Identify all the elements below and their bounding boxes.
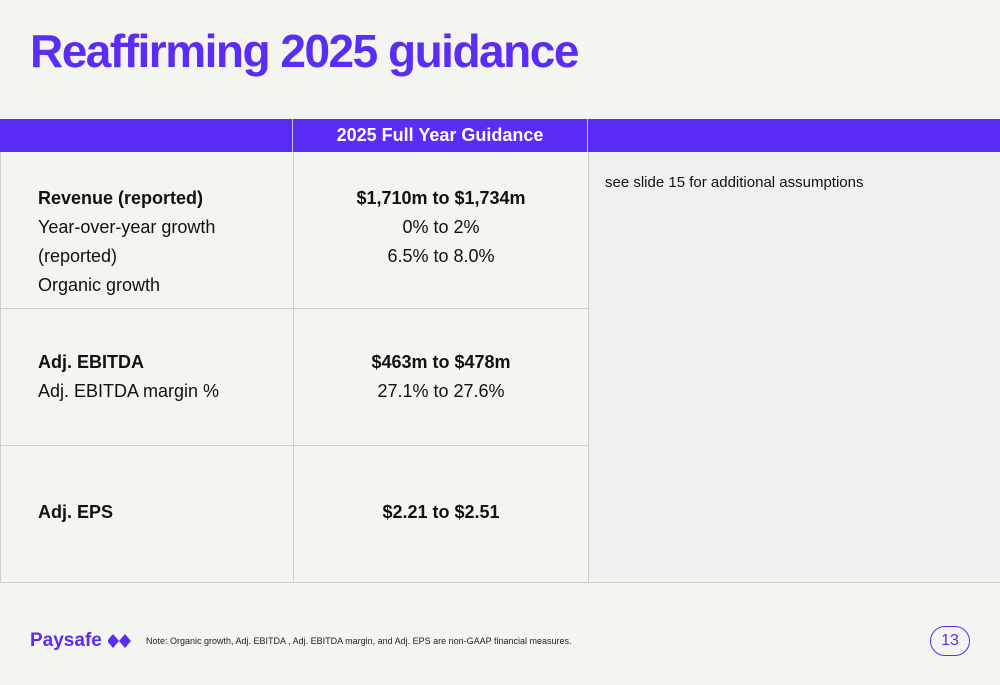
footnote: Note: Organic growth, Adj. EBITDA , Adj.… [146,636,572,646]
label-revenue: Revenue (reported) [38,188,204,208]
paysafe-diamonds-icon [107,633,132,649]
header-cell-blank [0,119,293,152]
value-revenue: $1,710m to $1,734m [356,188,526,208]
header-cell-notes [588,119,1000,152]
label-adj-eps: Adj. EPS [38,502,114,522]
assumptions-note: see slide 15 for additional assumptions [605,174,864,191]
page-number: 13 [930,626,970,656]
row-ebitda-values: $463m to $478m 27.1% to 27.6% [293,309,588,446]
value-organic-growth: 6.5% to 8.0% [387,246,495,266]
label-organic-growth: Organic growth [38,275,161,295]
row-revenue-labels: Revenue (reported) Year-over-year growth… [0,152,293,309]
row-eps-labels: Adj. EPS [0,446,293,583]
value-yoy-growth: 0% to 2% [402,217,480,237]
value-adj-ebitda: $463m to $478m [371,352,511,372]
guidance-table: 2025 Full Year Guidance Revenue (reporte… [0,119,1000,583]
assumptions-cell: see slide 15 for additional assumptions [588,152,1000,583]
value-adj-eps: $2.21 to $2.51 [382,502,500,522]
row-revenue-values: $1,710m to $1,734m 0% to 2% 6.5% to 8.0% [293,152,588,309]
label-ebitda-margin: Adj. EBITDA margin % [38,381,220,401]
page-title: Reaffirming 2025 guidance [30,25,579,77]
label-adj-ebitda: Adj. EBITDA [38,352,144,372]
label-yoy-growth: Year-over-year growth (reported) [38,217,216,266]
value-ebitda-margin: 27.1% to 27.6% [377,381,505,401]
row-eps-values: $2.21 to $2.51 [293,446,588,583]
paysafe-logo: Paysafe [30,630,132,652]
brand-name: Paysafe [30,630,102,651]
row-ebitda-labels: Adj. EBITDA Adj. EBITDA margin % [0,309,293,446]
header-cell-guidance: 2025 Full Year Guidance [293,119,588,152]
